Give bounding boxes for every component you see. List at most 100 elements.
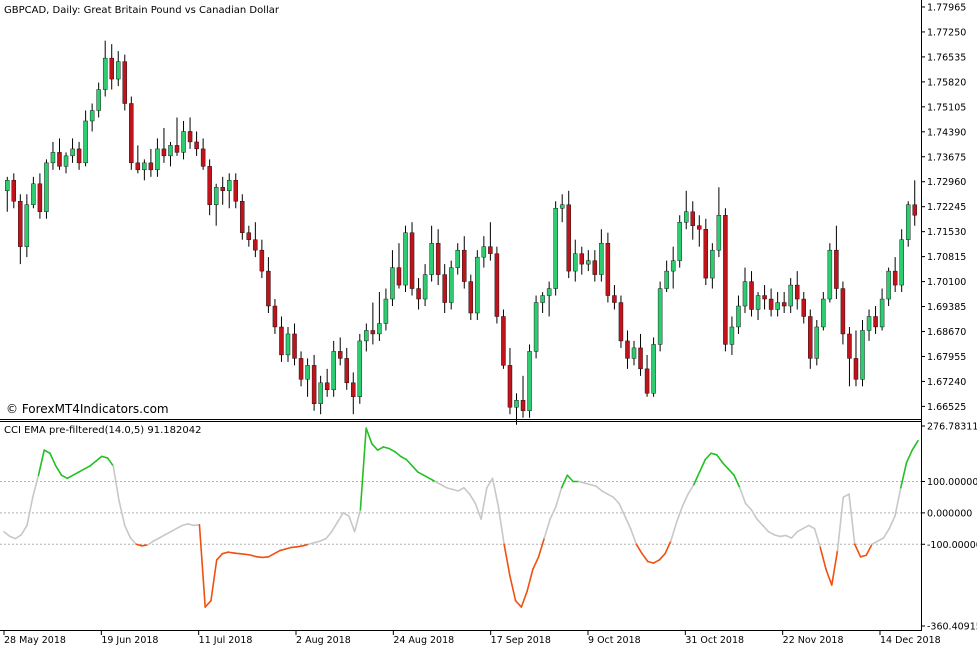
indicator-pane[interactable]: CCI EMA pre-filtered(14.0,5) 91.182042 (0, 419, 921, 608)
candle (187, 117, 193, 149)
bear-candle-body (409, 232, 415, 289)
candle (762, 285, 767, 310)
candle (396, 243, 402, 289)
candle (723, 208, 728, 352)
cci-segment (693, 471, 701, 486)
indicator-tick-label: -360.409151 (927, 622, 977, 633)
bull-candle-body (83, 120, 88, 164)
cci-segment (704, 452, 712, 461)
cci-segment (761, 524, 770, 533)
candle (200, 138, 206, 170)
bear-candle-body (494, 253, 500, 317)
candle (89, 103, 95, 132)
candle (559, 194, 565, 223)
candle (364, 323, 369, 352)
date-tick-label: 17 Sep 2018 (491, 635, 551, 646)
cci-segment (457, 486, 465, 492)
cci-segment (112, 464, 120, 502)
candle (194, 131, 199, 156)
cci-segment (273, 549, 281, 555)
cci-segment (307, 541, 316, 546)
candle (279, 316, 284, 362)
bull-candle-body (102, 57, 108, 90)
price-tick-label: 1.69385 (927, 302, 966, 313)
cci-segment (106, 457, 115, 467)
bull-candle-body (168, 145, 173, 157)
candle (135, 145, 141, 174)
candle (442, 264, 447, 313)
cci-segment (888, 515, 896, 530)
bull-candle-body (70, 148, 75, 157)
bear-candle-body (174, 145, 180, 153)
cci-segment (520, 590, 528, 608)
bear-candle-body (723, 215, 728, 345)
cci-segment (876, 537, 885, 542)
candle (684, 190, 689, 230)
bear-candle-body (207, 166, 212, 205)
bull-candle-body (559, 204, 565, 209)
bear-candle-body (435, 242, 441, 275)
bull-candle-body (821, 298, 826, 328)
bear-candle-body (11, 180, 17, 202)
candle (207, 159, 212, 216)
candle (181, 120, 186, 160)
cci-segment (77, 468, 86, 473)
price-tick-label: 1.72960 (927, 177, 966, 188)
cci-segment (583, 482, 592, 486)
bear-candle-body (853, 358, 859, 380)
cci-segment (491, 477, 500, 508)
bull-candle-body (899, 239, 904, 286)
cci-segment (325, 530, 333, 540)
cci-segment (215, 552, 224, 561)
cci-segment (417, 471, 425, 477)
candle (318, 375, 323, 415)
candle (31, 176, 36, 209)
candle (422, 264, 428, 307)
price-tick-label: 1.71530 (927, 227, 966, 238)
cci-segment (463, 486, 471, 495)
cci-segment (670, 521, 678, 542)
price-tick-label: 1.68670 (927, 327, 966, 338)
bear-candle-body (135, 162, 141, 171)
cci-segment (49, 452, 57, 467)
candle (285, 326, 291, 362)
price-pane[interactable]: GBPCAD, Daily: Great Britain Pound vs Ca… (0, 0, 921, 425)
indicator-tick-label: 100.000000 (927, 477, 977, 488)
candle (736, 295, 741, 334)
cci-segment (187, 523, 195, 527)
cci-segment (290, 545, 298, 549)
bull-candle-body (377, 323, 382, 335)
candle (670, 246, 676, 289)
candle (44, 159, 49, 219)
bull-candle-body (181, 131, 186, 153)
candle (899, 229, 904, 293)
candle (853, 330, 859, 387)
date-axis: 28 May 2018 19 Jun 2018 11 Jul 2018 2 Aug 2… (3, 631, 941, 646)
bull-candle-body (631, 347, 637, 359)
bull-candle-body (481, 246, 487, 258)
bull-candle-body (89, 110, 95, 122)
cci-segment (411, 464, 419, 473)
bull-candle-body (305, 365, 310, 380)
bear-candle-body (501, 316, 506, 366)
candle (879, 288, 885, 331)
candle (710, 243, 715, 289)
candle (116, 51, 121, 87)
bear-candle-body (488, 246, 493, 254)
cci-segment (20, 524, 28, 536)
candle (305, 358, 310, 397)
cci-segment (624, 515, 632, 530)
candle (18, 194, 23, 265)
price-tick-label: 1.75820 (927, 77, 966, 88)
bear-candle-body (194, 141, 199, 150)
date-tick-label: 22 Nov 2018 (783, 635, 844, 646)
bull-candle-body (684, 211, 689, 223)
candle (370, 302, 376, 345)
candle (142, 159, 147, 181)
bull-candle-body (285, 333, 291, 356)
cci-segment (146, 540, 155, 546)
cci-segment (382, 446, 390, 450)
candle (618, 295, 624, 348)
bull-candle-body (651, 344, 656, 394)
price-tick-label: 1.67955 (927, 352, 966, 363)
